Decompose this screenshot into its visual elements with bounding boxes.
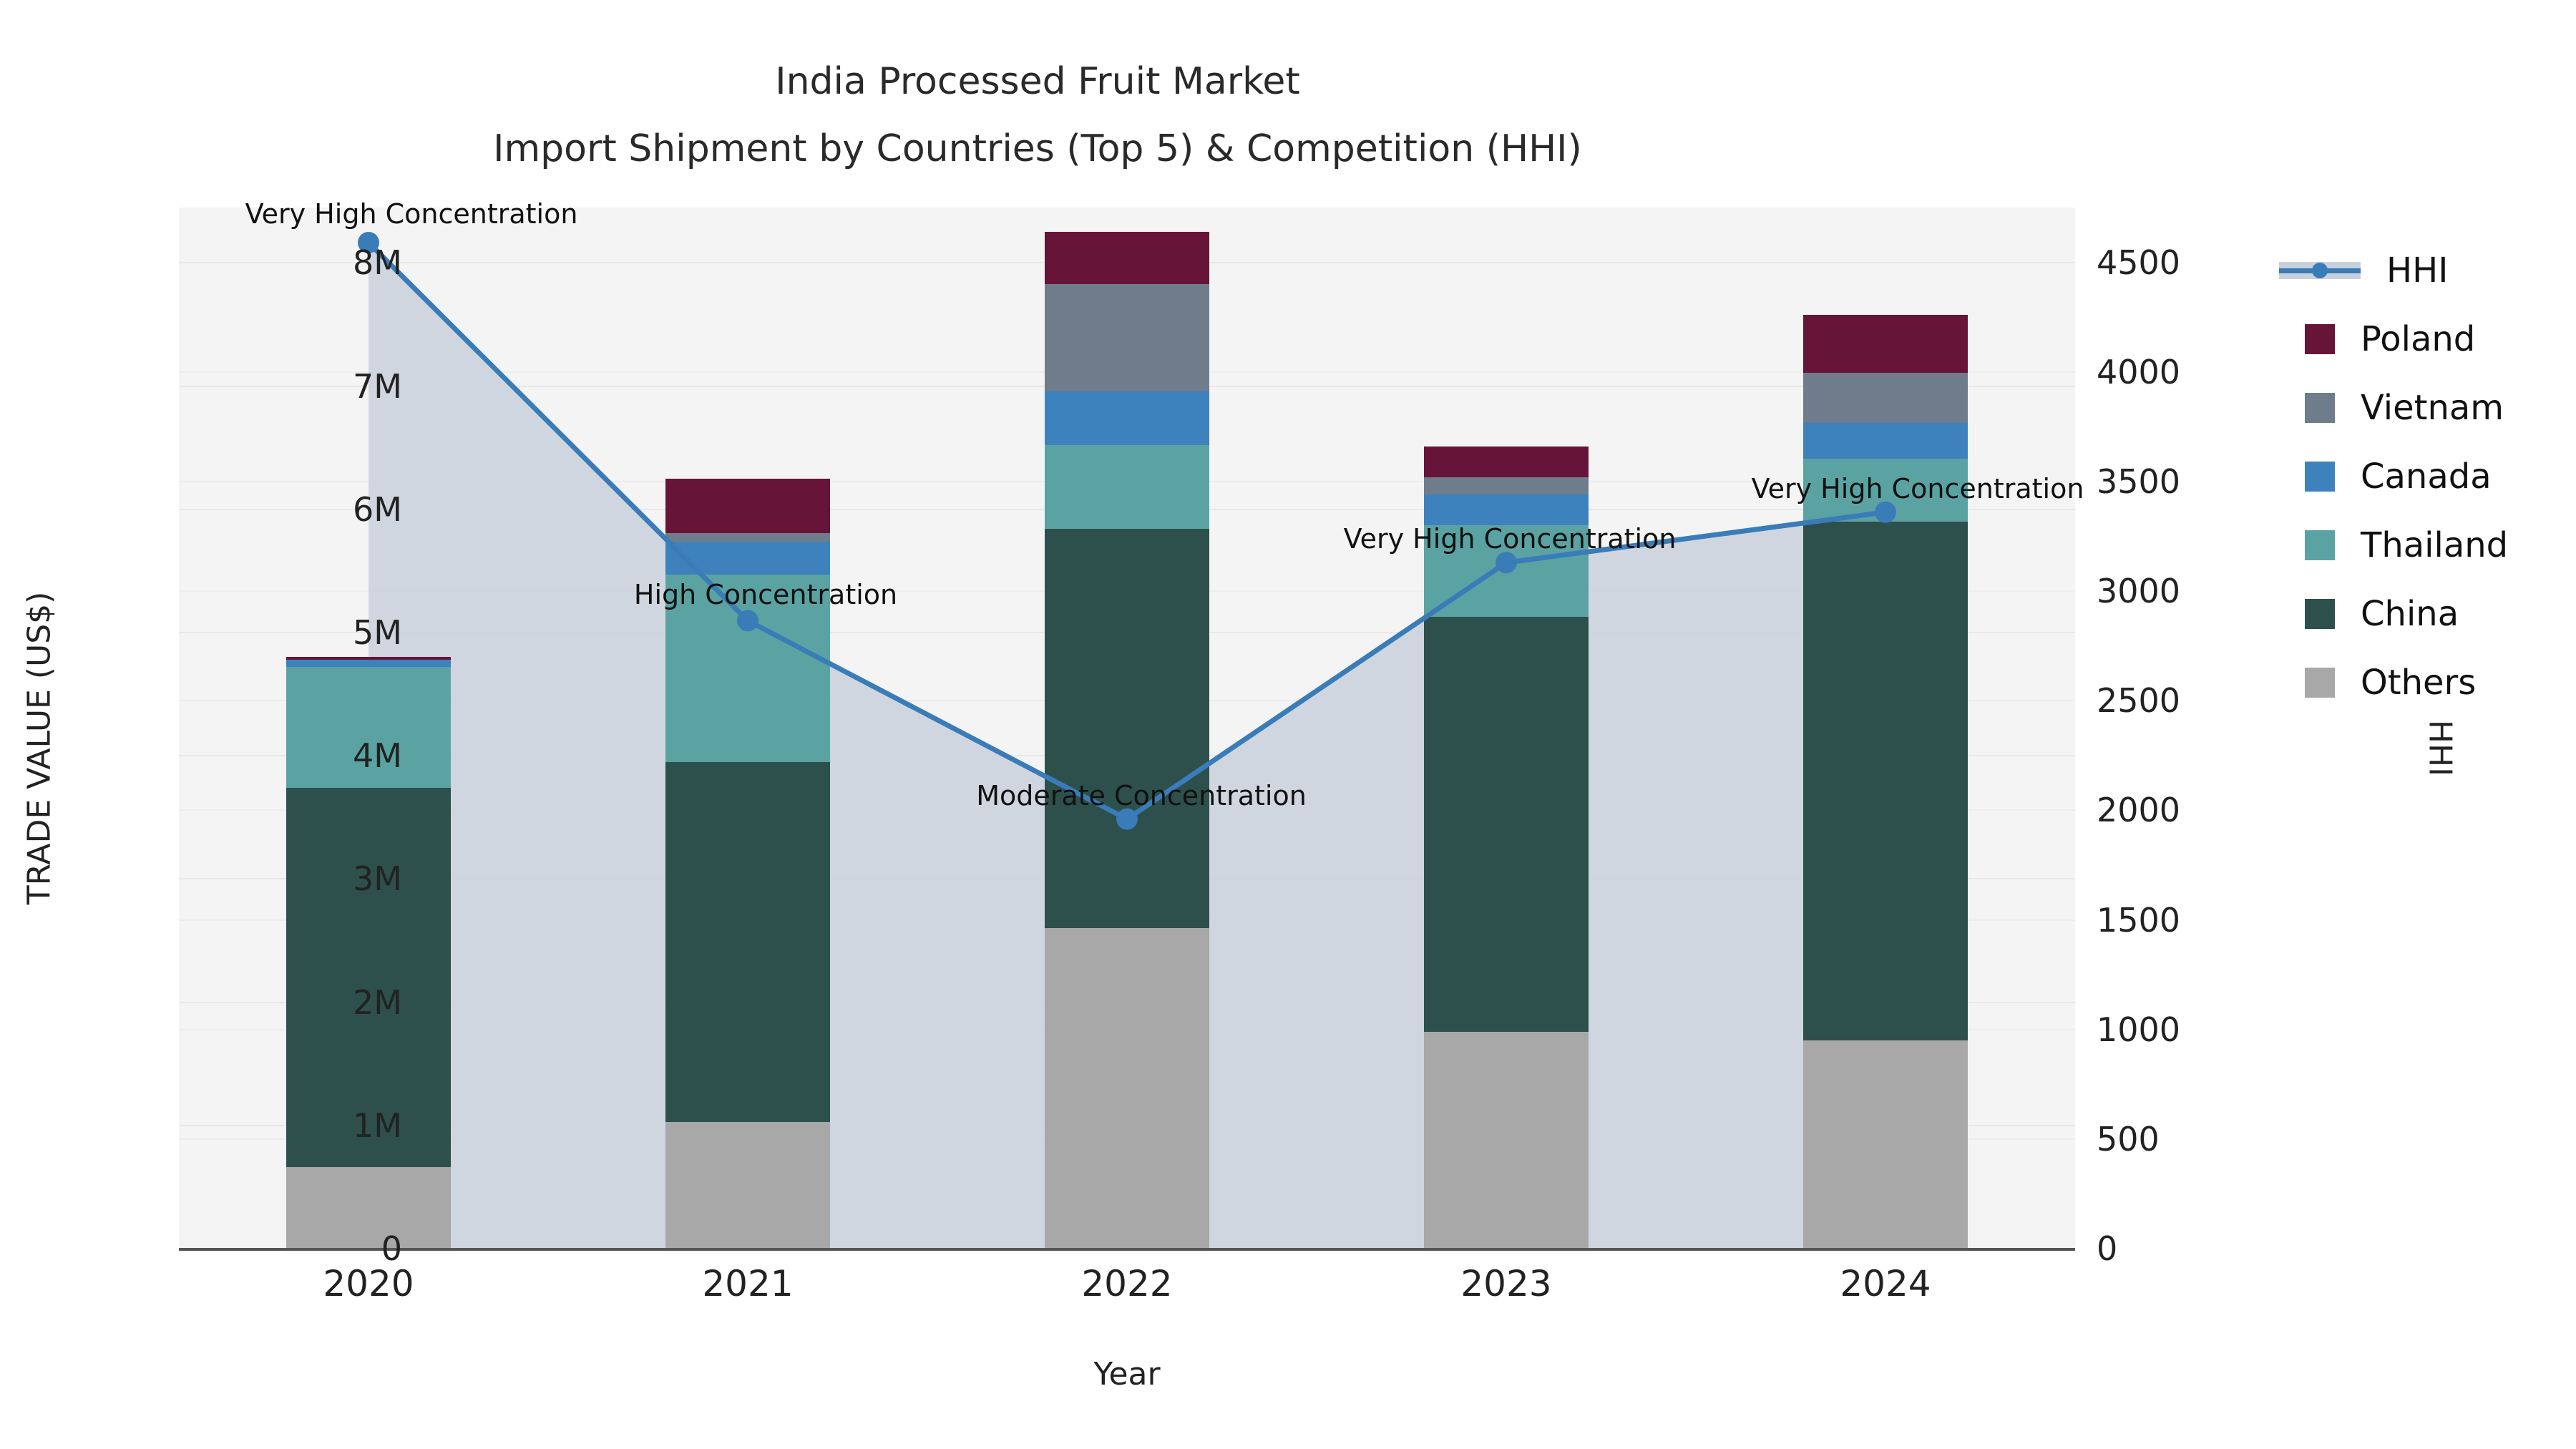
legend-swatch [2305,599,2335,629]
legend-item-hhi[interactable]: HHI [2279,236,2565,305]
y-right-tick: 500 [2097,1119,2160,1158]
bar-segment-others[interactable] [286,1167,451,1249]
bar-segment-others[interactable] [1424,1031,1589,1249]
chart-title-line2: Import Shipment by Countries (Top 5) & C… [493,127,1582,170]
hhi-marker-2023[interactable] [1496,552,1517,574]
legend-label: Poland [2361,319,2476,359]
bar-segment-vietnam[interactable] [665,532,830,542]
bar-segment-vietnam[interactable] [1045,283,1209,391]
bar-segment-china[interactable] [286,788,451,1168]
bar-segment-china[interactable] [1424,616,1589,1032]
legend-item-vietnam[interactable]: Vietnam [2279,374,2565,442]
y-left-tick: 5M [353,613,402,653]
annotation-2020: Very High Concentration [245,198,578,230]
bar-segment-poland[interactable] [1424,447,1589,478]
bar-stack-2021[interactable] [665,208,830,1249]
legend-swatch [2305,668,2335,698]
y-right-tick: 4000 [2097,352,2181,391]
bar-segment-thailand[interactable] [286,667,451,788]
y-right-tick: 2500 [2097,681,2181,721]
x-tick-2020: 2020 [323,1263,414,1304]
x-tick-2024: 2024 [1840,1263,1931,1304]
annotation-2024: Very High Concentration [1751,472,2084,504]
bar-segment-others[interactable] [1045,928,1209,1249]
bar-stack-2023[interactable] [1424,208,1589,1249]
bar-segment-canada[interactable] [1045,391,1209,446]
hhi-marker-2021[interactable] [737,610,758,632]
legend-item-poland[interactable]: Poland [2279,305,2565,374]
hhi-marker-2024[interactable] [1875,501,1896,523]
legend-label: HHI [2386,250,2449,291]
bar-segment-vietnam[interactable] [1803,372,1968,424]
bar-segment-canada[interactable] [1424,494,1589,526]
bar-segment-poland[interactable] [1045,232,1209,284]
x-tick-2023: 2023 [1460,1263,1552,1304]
legend-label: Others [2361,663,2477,703]
bar-segment-vietnam[interactable] [1424,477,1589,495]
bar-series-layer [179,208,2075,1249]
legend-swatch [2305,393,2335,423]
hhi-line-series [358,232,1896,830]
bar-segment-canada[interactable] [1803,423,1968,459]
bar-segment-thailand[interactable] [1045,445,1209,530]
legend-item-china[interactable]: China [2279,580,2565,648]
hhi-marker-2022[interactable] [1116,808,1138,830]
annotation-2021: High Concentration [633,579,898,611]
bar-segment-canada[interactable] [286,659,451,668]
y-left-tick: 0 [381,1229,402,1268]
bar-segment-poland[interactable] [286,657,451,660]
legend-item-thailand[interactable]: Thailand [2279,511,2565,580]
legend-line-marker [2279,255,2361,286]
bar-segment-china[interactable] [665,761,830,1122]
legend-swatch [2305,324,2335,354]
bar-stack-2020[interactable] [286,208,451,1249]
legend-swatch [2305,462,2335,492]
y-right-tick: 2000 [2097,791,2181,830]
bar-segment-thailand[interactable] [665,575,830,762]
x-axis-line [179,1248,2075,1251]
y-left-axis-title: TRADE VALUE (US$) [21,591,58,905]
y-right-tick: 1500 [2097,900,2181,940]
bar-stack-2024[interactable] [1803,208,1968,1249]
annotation-2022: Moderate Concentration [976,779,1307,811]
x-tick-2022: 2022 [1081,1263,1173,1304]
y-left-tick: 6M [353,489,402,529]
legend-label: Thailand [2361,525,2509,565]
bar-segment-others[interactable] [665,1121,830,1249]
legend-label: Canada [2361,457,2492,497]
legend-item-canada[interactable]: Canada [2279,442,2565,511]
y-right-tick: 3500 [2097,462,2181,501]
y-left-tick: 1M [353,1106,402,1145]
bar-segment-china[interactable] [1045,529,1209,929]
y-right-tick: 3000 [2097,572,2181,611]
y-left-tick: 3M [353,859,402,899]
y-right-tick: 1000 [2097,1010,2181,1049]
legend-swatch [2305,530,2335,560]
bar-segment-poland[interactable] [1803,314,1968,373]
annotation-2023: Very High Concentration [1343,523,1677,555]
y-left-tick: 7M [353,366,402,406]
legend-label: China [2361,594,2459,634]
legend-label: Vietnam [2361,388,2504,428]
hhi-marker-2020[interactable] [358,232,379,254]
legend-item-others[interactable]: Others [2279,648,2565,717]
plot-area: Very High Concentration High Concentratio… [179,198,2084,1249]
legend: HHI Poland Vietnam Canada Thailand China Other… [2279,236,2565,717]
bar-segment-others[interactable] [1803,1040,1968,1249]
y-left-tick: 2M [353,982,402,1022]
y-left-tick: 8M [353,243,402,283]
x-tick-2021: 2021 [702,1263,794,1304]
bar-stack-2022[interactable] [1045,208,1209,1249]
y-right-tick: 0 [2097,1229,2118,1268]
y-right-tick: 4500 [2097,243,2181,282]
chart-title-line1: India Processed Fruit Market [775,60,1300,103]
y-left-tick: 4M [353,736,402,776]
bar-segment-poland[interactable] [665,478,830,533]
x-axis-title: Year [1093,1356,1161,1392]
bar-segment-china[interactable] [1803,522,1968,1040]
